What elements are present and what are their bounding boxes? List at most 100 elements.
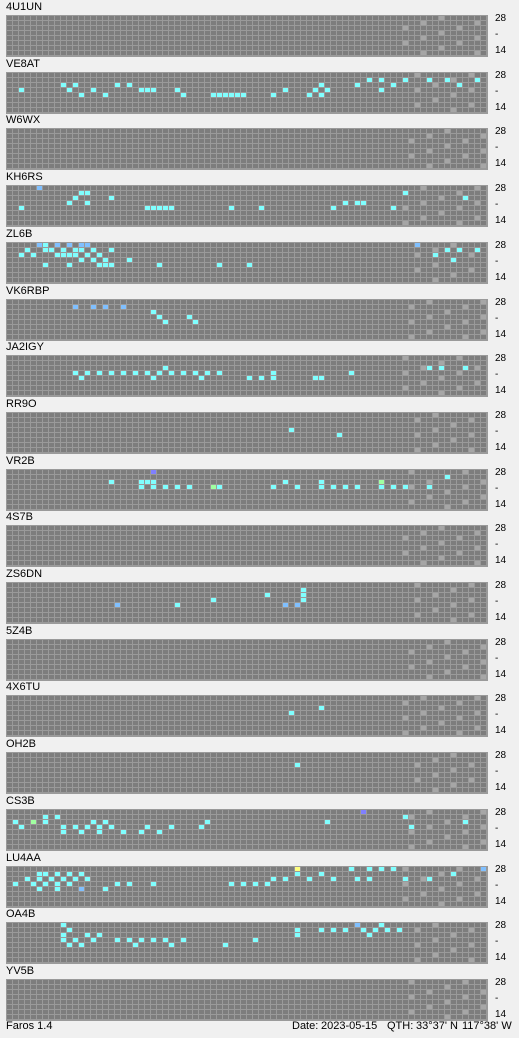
grid-cell [295, 211, 300, 215]
grid-cell [181, 21, 186, 25]
grid-cell [109, 73, 114, 77]
grid-cell [157, 31, 162, 35]
grid-cell [133, 78, 138, 82]
grid-cell [145, 413, 150, 417]
grid-cell [367, 428, 372, 432]
grid-cell [265, 300, 270, 304]
grid-cell [169, 315, 174, 319]
grid-cell [367, 221, 372, 225]
grid-cell [397, 315, 402, 319]
grid-cell [457, 371, 462, 375]
grid-cell [289, 144, 294, 148]
grid-cell [139, 376, 144, 380]
grid-cell [463, 149, 468, 153]
grid-cell [289, 139, 294, 143]
grid-cell [343, 139, 348, 143]
grid-cell [283, 186, 288, 190]
grid-cell [439, 26, 444, 30]
grid-cell [307, 356, 312, 360]
grid-cell [451, 371, 456, 375]
grid-cell [433, 16, 438, 20]
grid-cell [409, 129, 414, 133]
grid-cell [313, 191, 318, 195]
grid-cell [457, 391, 462, 395]
grid-cell [61, 93, 66, 97]
grid-cell [25, 371, 30, 375]
grid-cell [331, 73, 336, 77]
grid-cell [469, 253, 474, 257]
grid-cell [469, 221, 474, 225]
grid-cell [385, 371, 390, 375]
grid-cell [295, 305, 300, 309]
grid-cell [73, 413, 78, 417]
grid-cell [91, 31, 96, 35]
grid-cell [367, 31, 372, 35]
grid-cell [421, 164, 426, 168]
grid-cell [289, 376, 294, 380]
grid-cell [367, 248, 372, 252]
grid-cell [433, 305, 438, 309]
grid-cell [307, 41, 312, 45]
grid-cell [343, 88, 348, 92]
grid-cell [61, 361, 66, 365]
grid-cell [49, 300, 54, 304]
grid-cell [439, 164, 444, 168]
grid-cell [211, 258, 216, 262]
grid-cell [91, 253, 96, 257]
grid-cell [295, 103, 300, 107]
grid-cell [109, 433, 114, 437]
grid-cell [7, 16, 12, 20]
grid-cell [469, 51, 474, 55]
grid-cell [121, 356, 126, 360]
grid-cell [445, 73, 450, 77]
grid-cell [331, 98, 336, 102]
grid-cell [325, 325, 330, 329]
grid-cell [31, 428, 36, 432]
grid-cell [247, 438, 252, 442]
grid-cell [259, 433, 264, 437]
grid-cell [265, 159, 270, 163]
grid-cell [49, 305, 54, 309]
grid-cell [223, 248, 228, 252]
grid-cell [391, 206, 396, 210]
grid-cell [19, 108, 24, 112]
grid-cell [355, 376, 360, 380]
grid-cell [151, 216, 156, 220]
grid-cell [133, 211, 138, 215]
grid-cell [121, 83, 126, 87]
grid-cell [103, 51, 108, 55]
grid-cell [379, 376, 384, 380]
grid-cell [331, 134, 336, 138]
grid-cell [223, 159, 228, 163]
grid-cell [307, 31, 312, 35]
grid-cell [253, 315, 258, 319]
grid-cell [301, 103, 306, 107]
grid-cell [37, 139, 42, 143]
grid-cell [109, 428, 114, 432]
grid-cell [241, 134, 246, 138]
grid-cell [235, 73, 240, 77]
grid-cell [451, 423, 456, 427]
grid-cell [361, 263, 366, 267]
grid-cell [241, 278, 246, 282]
grid-cell [97, 201, 102, 205]
grid-cell [295, 134, 300, 138]
grid-cell [355, 129, 360, 133]
grid-cell [331, 325, 336, 329]
grid-cell [85, 31, 90, 35]
grid-cell [139, 88, 144, 92]
grid-cell [295, 433, 300, 437]
grid-cell [385, 98, 390, 102]
grid-cell [37, 361, 42, 365]
grid-cell [187, 73, 192, 77]
grid-cell [133, 335, 138, 339]
grid-cell [91, 216, 96, 220]
grid-cell [415, 46, 420, 50]
grid-cell [157, 273, 162, 277]
grid-cell [307, 16, 312, 20]
grid-cell [139, 356, 144, 360]
grid-cell [133, 305, 138, 309]
grid-cell [151, 196, 156, 200]
grid-cell [253, 73, 258, 77]
grid-cell [445, 263, 450, 267]
